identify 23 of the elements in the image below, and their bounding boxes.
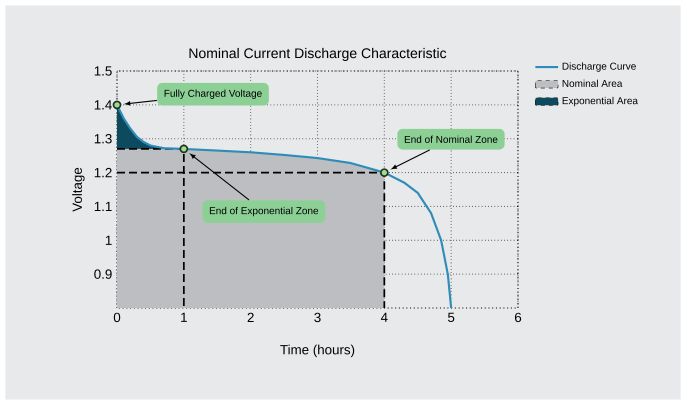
x-tick-label: 4 <box>380 312 388 322</box>
annotation: End of Nominal Zone <box>404 136 498 143</box>
x-tick-label: 5 <box>448 312 454 322</box>
annotation: End of Exponential Zone <box>210 206 318 216</box>
x-tick-label: 1 <box>181 312 187 322</box>
annotation: Fully Charged Voltage <box>164 90 262 99</box>
y-tick-label: 0.9 <box>94 269 112 279</box>
y-axis-title: Voltage <box>72 168 85 212</box>
y-tick-label: 1.2 <box>94 168 112 178</box>
x-tick-label: 2 <box>248 312 254 322</box>
legend-label: Discharge Curve <box>562 62 636 72</box>
x-axis-title: Time (hours) <box>280 344 354 358</box>
y-tick-label: 1 <box>106 236 112 245</box>
chart-title: Nominal Current Discharge Characteristic <box>189 48 446 61</box>
y-tick-label: 1.5 <box>94 66 112 76</box>
x-tick-label: 3 <box>314 312 321 322</box>
y-tick-label: 1.4 <box>94 100 112 110</box>
legend-label: Exponential Area <box>562 96 638 106</box>
x-tick-label: 6 <box>514 312 522 322</box>
legend-label: Nominal Area <box>562 80 622 87</box>
y-tick-label: 1.1 <box>94 202 112 212</box>
y-tick-label: 1.3 <box>94 134 112 144</box>
x-tick-label: 0 <box>114 312 120 322</box>
